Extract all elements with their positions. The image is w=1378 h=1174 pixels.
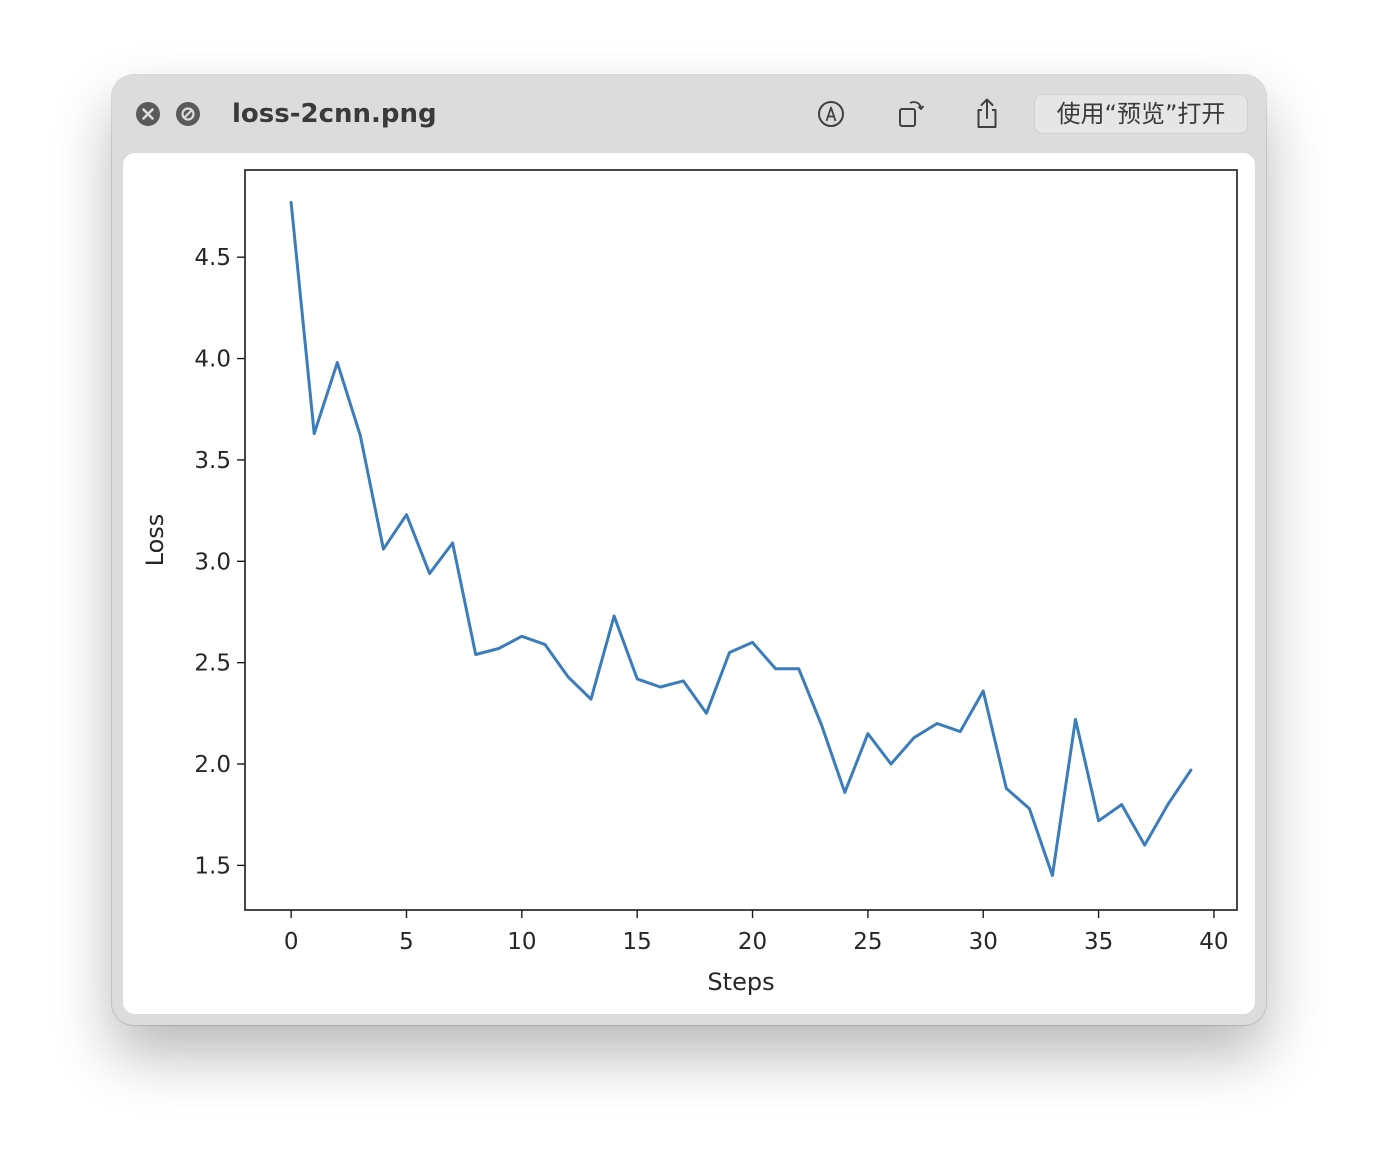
y-tick-label: 2.5 xyxy=(194,651,231,677)
y-tick-label: 3.0 xyxy=(194,549,231,575)
window-title: loss-2cnn.png xyxy=(232,99,437,129)
x-tick-label: 35 xyxy=(1084,929,1113,955)
y-tick-label: 3.5 xyxy=(194,448,231,474)
loss-chart: 0 5 10 15 20 25 30 35 40 1.5 2.0 2.5 3.0 3.5 4.0 4.5 Ste… xyxy=(141,169,1238,996)
x-tick-label: 25 xyxy=(853,929,882,955)
markup-icon[interactable] xyxy=(811,95,851,133)
share-icon[interactable] xyxy=(967,95,1007,133)
plot-frame xyxy=(244,169,1238,911)
title-bar: loss-2cnn.png 使用“预览”打开 xyxy=(112,75,1266,153)
y-tick-label: 2.0 xyxy=(194,752,231,778)
x-tick-label: 15 xyxy=(623,929,652,955)
y-tick-label: 1.5 xyxy=(194,853,231,879)
x-tick-label: 20 xyxy=(738,929,767,955)
quicklook-window: loss-2cnn.png 使用“预览”打开 0 5 10 15 20 25 30 35 40 1… xyxy=(112,75,1266,1025)
x-tick-label: 10 xyxy=(507,929,536,955)
x-axis-label: Steps xyxy=(707,968,774,996)
image-preview: 0 5 10 15 20 25 30 35 40 1.5 2.0 2.5 3.0 3.5 4.0 4.5 Ste… xyxy=(123,153,1255,1014)
y-tick-label: 4.5 xyxy=(194,245,231,271)
open-with-preview-button[interactable]: 使用“预览”打开 xyxy=(1034,94,1248,134)
y-tick-label: 4.0 xyxy=(194,347,231,373)
close-icon[interactable] xyxy=(136,102,160,126)
hide-icon[interactable] xyxy=(176,102,200,126)
x-tick-label: 0 xyxy=(284,929,299,955)
x-tick-label: 30 xyxy=(969,929,998,955)
y-axis-label: Loss xyxy=(141,514,169,567)
rotate-icon[interactable] xyxy=(890,95,930,133)
loss-series-line xyxy=(289,200,1193,877)
x-tick-label: 5 xyxy=(399,929,414,955)
x-tick-label: 40 xyxy=(1199,929,1228,955)
